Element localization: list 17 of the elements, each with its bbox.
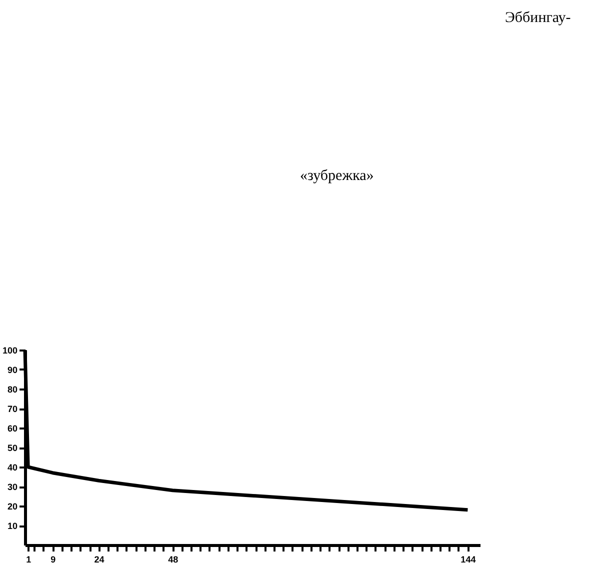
y-tick-label: 40: [7, 462, 18, 472]
x-tick-label: 1: [26, 554, 32, 564]
x-tick-label: 48: [168, 554, 178, 564]
x-tick-label: 24: [94, 554, 104, 564]
y-tick-label: 10: [7, 521, 18, 531]
x-tick-label: 144: [460, 554, 476, 564]
x-tick-label: 9: [50, 554, 56, 564]
y-tick-label: 80: [7, 384, 18, 394]
y-tick-label: 100: [2, 346, 18, 356]
y-tick-label: 70: [7, 404, 18, 414]
text: Эббингау-: [505, 10, 571, 26]
y-tick-label: 30: [7, 482, 18, 492]
y-tick-label: 20: [7, 502, 18, 512]
y-tick-label: 90: [7, 365, 18, 375]
text: «зубрежка»: [300, 168, 374, 184]
y-tick-label: 50: [7, 443, 18, 453]
y-tick-label: 60: [7, 424, 18, 434]
